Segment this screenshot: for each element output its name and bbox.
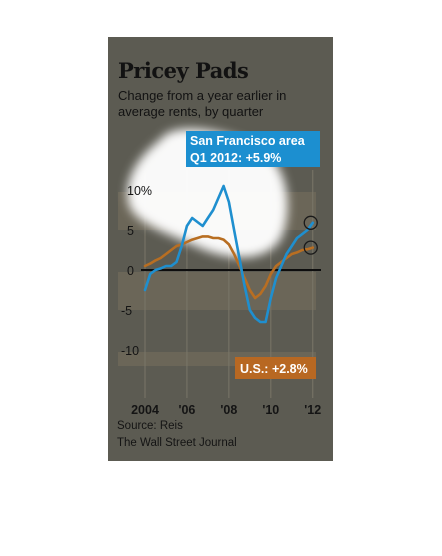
end-marker-1 [303,240,318,255]
x-tick-1: '06 [178,403,195,417]
y-tick-1: 5 [127,224,134,238]
sf-callout-line2: Q1 2012: +5.9% [190,151,281,165]
us-callout: U.S.: +2.8% [235,357,316,379]
sf-callout: San Francisco area Q1 2012: +5.9% [186,131,320,167]
y-axis: 10% 5 0 -5 -10 [121,184,152,358]
publisher-credit: The Wall Street Journal [117,437,237,449]
source-note: Source: Reis [117,420,183,432]
us-callout-line1: U.S.: +2.8% [240,362,308,376]
end-markers [303,215,318,255]
y-tick-4: -10 [121,344,139,358]
series-lines [143,184,315,324]
band-1 [118,272,316,310]
series-line-0 [143,184,315,324]
chart-title: Pricey Pads [118,58,249,83]
x-axis: 2004 '06 '08 '10 '12 [131,403,321,417]
end-marker-0 [303,215,318,230]
y-tick-2: 0 [127,264,134,278]
y-tick-0: 10% [127,184,152,198]
sf-callout-line1: San Francisco area [190,134,306,148]
chart-subtitle: Change from a year earlier in average re… [118,88,287,119]
x-tick-2: '08 [220,403,237,417]
x-tick-3: '10 [262,403,279,417]
y-tick-3: -5 [121,304,132,318]
x-tick-4: '12 [304,403,321,417]
x-tick-0: 2004 [131,403,159,417]
